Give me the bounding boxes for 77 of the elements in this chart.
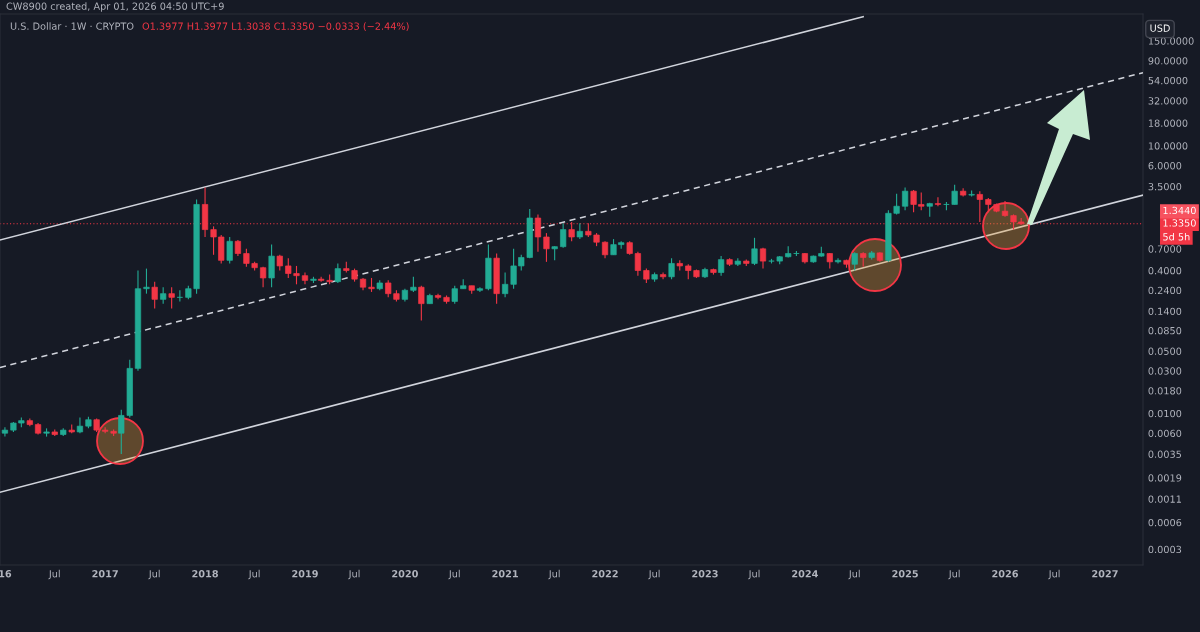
x-tick-label: 2019 xyxy=(292,570,318,578)
x-tick-label: Jul xyxy=(548,569,560,580)
text: USD xyxy=(1150,24,1170,32)
x-tick-label: Jul xyxy=(948,569,960,580)
candlestick xyxy=(659,271,667,280)
x-tick-label: 2022 xyxy=(592,570,618,578)
y-tick-label: 32.0000 xyxy=(1148,97,1188,105)
x-tick-label: 2024 xyxy=(792,570,818,578)
y-tick-label: 0.0006 xyxy=(1148,518,1182,527)
y-tick-label: 90.0000 xyxy=(1148,57,1188,65)
candlestick xyxy=(226,236,233,264)
ref-line-label: 1.3350 xyxy=(1163,219,1196,227)
y-tick-label: 0.0035 xyxy=(1148,450,1182,458)
y-tick-label: 0.7000 xyxy=(1148,245,1182,253)
x-tick-label: 2026 xyxy=(992,570,1019,578)
y-tick-label: 0.0019 xyxy=(1148,474,1182,482)
y-tick-label: 0.4000 xyxy=(1148,266,1182,275)
y-tick-label: 54.0000 xyxy=(1148,76,1188,85)
candlestick xyxy=(560,222,567,249)
x-tick-label: 2027 xyxy=(1092,570,1118,578)
candlestick xyxy=(1,426,9,438)
x-tick-label: Jul xyxy=(1048,569,1060,580)
y-tick-label: 3.5000 xyxy=(1148,182,1182,191)
x-tick-label: Jul xyxy=(748,569,760,580)
candlestick xyxy=(634,251,641,277)
x-tick-label: Jul xyxy=(648,569,660,580)
candlestick xyxy=(151,281,158,310)
candlestick xyxy=(668,257,675,280)
x-tick-label: 16 xyxy=(0,570,12,578)
x-tick-label: Jul xyxy=(48,569,60,580)
candlestick xyxy=(576,222,583,240)
y-tick-label: 0.0011 xyxy=(1148,495,1181,503)
x-tick-label: 2023 xyxy=(692,570,718,578)
y-tick-label: 0.2400 xyxy=(1148,286,1182,295)
text: O1.3977 H1.3977 L1.3038 C1.3350 −0.0333 (−2.44%) xyxy=(142,22,409,31)
candlestick xyxy=(1001,200,1009,218)
x-tick-label: Jul xyxy=(848,569,860,580)
candlestick xyxy=(268,244,275,288)
candlestick xyxy=(543,232,550,263)
y-tick-label: 0.0300 xyxy=(1148,367,1182,375)
candlestick xyxy=(502,271,509,298)
x-tick-label: 2018 xyxy=(192,570,218,578)
candlestick xyxy=(951,184,958,206)
x-tick-label: Jul xyxy=(148,569,160,580)
text: U.S. Dollar · 1W · CRYPTO xyxy=(10,22,134,30)
candlestick xyxy=(934,196,942,207)
candlestick xyxy=(718,255,725,277)
candlestick xyxy=(76,416,84,434)
candlestick xyxy=(168,286,175,310)
y-tick-label: 18.0000 xyxy=(1148,119,1188,127)
x-tick-label: Jul xyxy=(448,569,460,580)
text: 1.3440 xyxy=(1163,206,1196,215)
x-tick-label: Jul xyxy=(248,569,260,580)
y-tick-label: 6.0000 xyxy=(1148,162,1182,170)
y-tick-label: 0.0003 xyxy=(1148,545,1182,554)
y-tick-label: 0.1400 xyxy=(1148,307,1182,316)
y-tick-label: 0.0060 xyxy=(1148,429,1182,438)
text: CW8900 created, Apr 01, 2026 04:50 UTC+9 xyxy=(6,2,224,12)
candlestick xyxy=(301,271,309,285)
x-tick-label: 2020 xyxy=(392,570,418,578)
candlestick xyxy=(143,268,150,295)
candlestick xyxy=(851,251,858,272)
x-tick-label: 2017 xyxy=(92,570,118,578)
y-tick-label: 0.0180 xyxy=(1148,387,1182,395)
x-tick-label: 2021 xyxy=(492,570,518,578)
y-tick-label: 10.0000 xyxy=(1148,142,1188,150)
candlestick xyxy=(418,285,425,322)
candlestick xyxy=(751,237,758,266)
y-tick-label: 0.0100 xyxy=(1148,409,1182,418)
x-tick-label: Jul xyxy=(348,569,360,580)
y-tick-label: 0.0850 xyxy=(1148,326,1182,335)
y-tick-label: 0.0500 xyxy=(1148,347,1182,355)
x-tick-label: 2025 xyxy=(892,570,918,578)
y-tick-label: 150.0000 xyxy=(1148,37,1194,45)
text: 5d 5h xyxy=(1163,232,1190,241)
candlestick xyxy=(334,262,341,284)
candlestick xyxy=(902,187,909,211)
